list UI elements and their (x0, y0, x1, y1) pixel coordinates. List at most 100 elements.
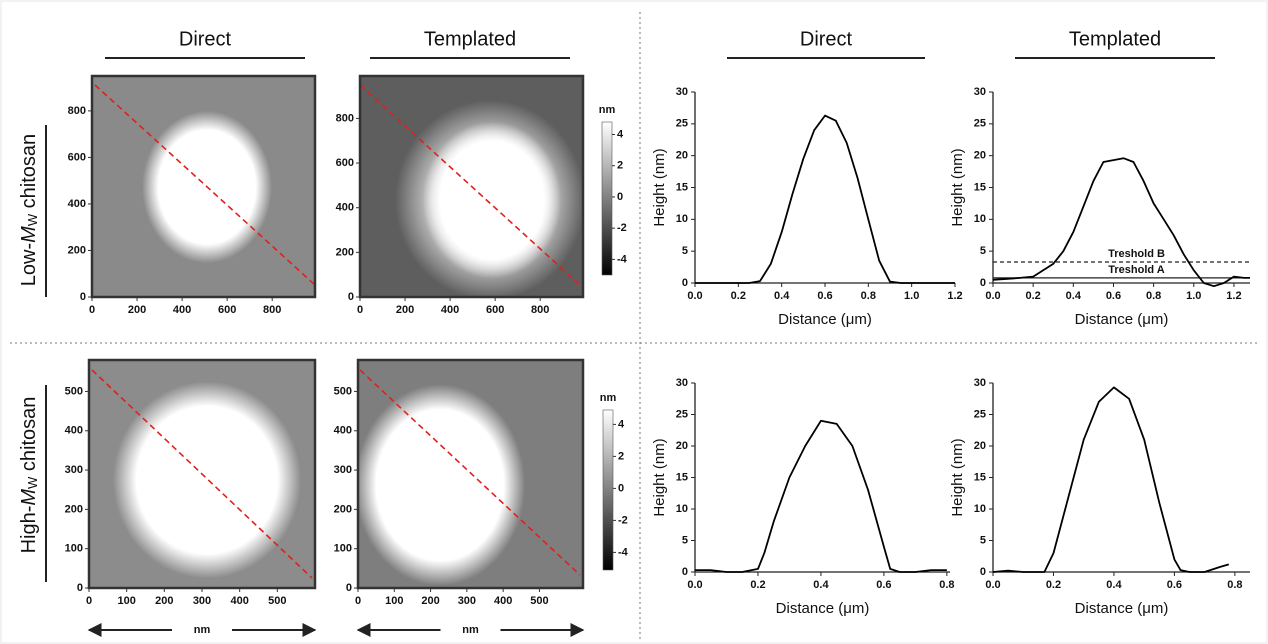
x-tick-label: 600 (486, 304, 504, 316)
y-tick-label: 400 (68, 198, 86, 210)
axes (992, 383, 1250, 573)
profile-line (695, 419, 947, 573)
x-tick-label: 200 (421, 595, 439, 607)
y-tick-label: 500 (334, 385, 352, 397)
y-tick-label: 20 (974, 440, 986, 452)
x-axis-label: Distance (μm) (778, 311, 872, 328)
x-tick-label: 300 (458, 595, 476, 607)
y-tick-label: 20 (676, 150, 688, 162)
x-tick-label: 0.2 (750, 579, 765, 591)
y-tick-label: 300 (334, 464, 352, 476)
x-tick-label: 600 (218, 304, 236, 316)
x-tick-label: 0.4 (774, 290, 790, 302)
x-tick-label: 500 (530, 595, 548, 607)
x-tick-label: 0.4 (813, 579, 829, 591)
y-tick-label: 10 (676, 213, 688, 225)
profile-path (91, 369, 313, 579)
colorbar (602, 409, 614, 571)
x-tick-label: 0.6 (1106, 290, 1121, 302)
x-tick-label: 400 (441, 304, 459, 316)
y-tick-label: 400 (65, 425, 83, 437)
x-tick-label: 200 (128, 304, 146, 316)
profile-line (992, 386, 1230, 573)
column-header: Templated (424, 28, 516, 50)
x-tick-label: 400 (494, 595, 512, 607)
y-tick-label: 200 (68, 244, 86, 256)
x-tick-label: 800 (263, 304, 281, 316)
y-tick-label: 15 (676, 471, 688, 483)
y-tick-label: 0 (980, 277, 986, 289)
y-tick-label: 5 (682, 534, 688, 546)
x-tick-label: 300 (193, 595, 211, 607)
x-tick-label: 0.2 (1026, 290, 1041, 302)
y-axis-label: Height (nm) (949, 148, 966, 226)
y-tick-label: 200 (334, 503, 352, 515)
image-border (358, 74, 585, 299)
y-tick-label: 400 (336, 202, 354, 214)
x-tick-label: 0.0 (687, 579, 702, 591)
x-tick-label: 0.6 (1167, 579, 1182, 591)
y-tick-label: 5 (682, 245, 688, 257)
y-tick-label: 20 (974, 150, 986, 162)
y-tick-label: 200 (336, 246, 354, 258)
image-border (356, 358, 585, 590)
x-tick-label: 1.2 (1226, 290, 1241, 302)
y-tick-label: 200 (65, 503, 83, 515)
y-tick-label: 10 (974, 213, 986, 225)
y-tick-label: 25 (974, 408, 986, 420)
y-tick-label: 600 (336, 157, 354, 169)
colorbar-label: nm (600, 392, 617, 404)
x-tick-label: 0.2 (1046, 579, 1061, 591)
x-tick-label: 200 (396, 304, 414, 316)
colorbar-tick-label: 4 (617, 128, 624, 140)
row-label-symbol: M (18, 489, 40, 506)
y-tick-label: 15 (676, 181, 688, 193)
y-tick-label: 0 (80, 291, 86, 303)
y-tick-label: 5 (980, 245, 986, 257)
image-border (90, 74, 317, 299)
y-tick-label: 0 (682, 277, 688, 289)
y-tick-label: 400 (334, 425, 352, 437)
x-tick-label: 100 (117, 595, 135, 607)
x-tick-label: 0.0 (985, 579, 1000, 591)
x-tick-label: 400 (173, 304, 191, 316)
x-tick-label: 0.8 (1227, 579, 1242, 591)
x-axis-label: Distance (μm) (1075, 600, 1169, 617)
y-tick-label: 10 (676, 503, 688, 515)
x-tick-label: 0 (355, 595, 361, 607)
x-tick-label: 1.0 (904, 290, 919, 302)
y-tick-label: 300 (65, 464, 83, 476)
row-label: Low-MW chitosan (18, 134, 40, 286)
column-header: Templated (1069, 28, 1161, 50)
row-label-subscript: W (25, 213, 40, 226)
row-label-suffix: chitosan (18, 134, 40, 214)
x-axis-label: nm (194, 624, 211, 636)
colorbar (601, 121, 613, 276)
y-tick-label: 800 (336, 112, 354, 124)
afm-particle (354, 384, 526, 586)
afm-particle (112, 381, 302, 579)
x-axis-label: Distance (μm) (1075, 311, 1169, 328)
x-tick-label: 800 (531, 304, 549, 316)
x-tick-label: 0.8 (1146, 290, 1161, 302)
x-tick-label: 0 (89, 304, 95, 316)
x-tick-label: 0.0 (687, 290, 702, 302)
threshold-label: Treshold A (1108, 264, 1164, 276)
profile-line (695, 114, 955, 284)
profile-line (992, 157, 1250, 288)
y-tick-label: 30 (974, 377, 986, 389)
y-tick-label: 15 (974, 471, 986, 483)
colorbar-tick-label: 4 (618, 418, 625, 430)
x-tick-label: 0 (357, 304, 363, 316)
y-axis-label: Height (nm) (651, 438, 668, 516)
row-label-suffix: chitosan (18, 397, 40, 477)
x-tick-label: 1.0 (1186, 290, 1201, 302)
x-tick-label: 200 (155, 595, 173, 607)
row-label: High-MW chitosan (18, 397, 40, 554)
x-tick-label: 0.6 (876, 579, 891, 591)
threshold-label: Treshold B (1108, 248, 1165, 260)
colorbar-tick-label: -2 (618, 514, 628, 526)
